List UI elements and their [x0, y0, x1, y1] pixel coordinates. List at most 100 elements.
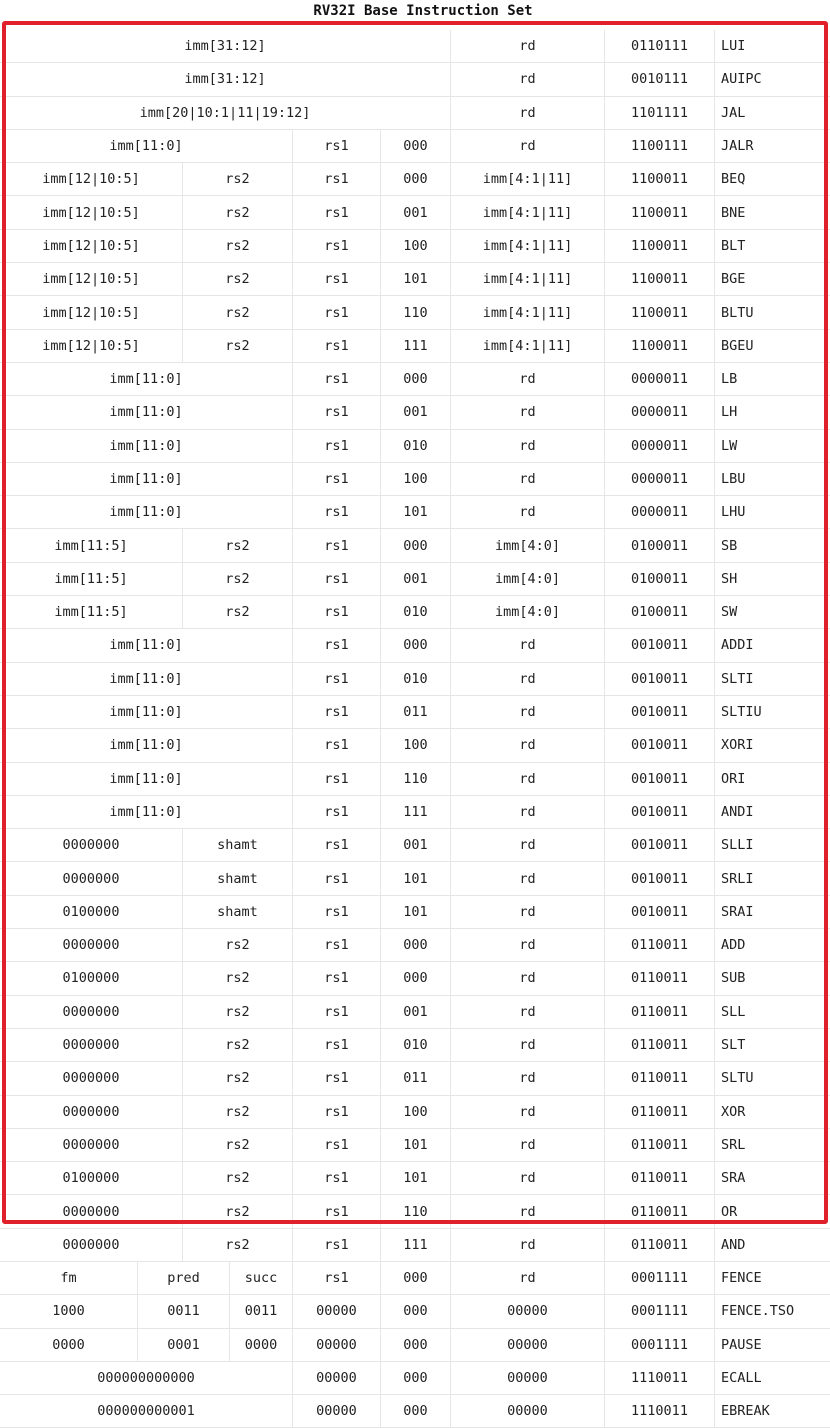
field-cell: 001: [381, 196, 451, 229]
field-cell: 0000000: [0, 1095, 183, 1128]
field-cell: 0010011: [605, 629, 715, 662]
field-cell: 0001111: [605, 1295, 715, 1328]
field-cell: 000: [381, 129, 451, 163]
field-cell: rd: [451, 762, 605, 795]
field-cell: rs1: [293, 1095, 381, 1128]
field-cell: rd: [451, 1261, 605, 1295]
field-cell: rd: [451, 396, 605, 429]
field-cell: rs1: [293, 562, 381, 596]
mnemonic-cell: ADD: [721, 937, 746, 954]
field-cell: rs1: [293, 662, 381, 695]
field-cell: rd: [451, 1028, 605, 1062]
field-cell: 00000: [293, 1361, 381, 1395]
field-cell: imm[4:1|11]: [451, 196, 605, 229]
mnemonic-cell: LBU: [721, 471, 746, 487]
field-cell: imm[4:1|11]: [451, 329, 605, 362]
field-cell: 010: [381, 596, 451, 629]
field-cell: 00000: [451, 1295, 605, 1328]
field-cell: rs1: [293, 429, 381, 462]
field-cell: rs1: [293, 329, 381, 362]
field-cell: rd: [451, 129, 605, 163]
field-cell: imm[4:0]: [451, 596, 605, 629]
mnemonic-cell: BEQ: [721, 171, 746, 188]
field-cell: rs2: [183, 1095, 293, 1128]
table-row: imm[31:12] rd 0010111 AUIPC: [0, 63, 830, 97]
field-cell: 0110011: [605, 929, 715, 962]
field-cell: 0010011: [605, 862, 715, 895]
field-cell: imm[11:0]: [0, 462, 293, 496]
field-cell: 1100011: [605, 263, 715, 296]
field-cell: 100: [381, 462, 451, 496]
field-cell: 1101111: [605, 96, 715, 129]
mnemonic-cell: JAL: [721, 104, 746, 121]
field-cell: imm[11:0]: [0, 629, 293, 662]
field-cell: 111: [381, 795, 451, 829]
table-row: imm[11:5] rs2 rs1 010 imm[4:0] 0100011 SW: [0, 596, 830, 630]
mnemonic-cell: SB: [721, 537, 738, 554]
mnemonic-cell: SUB: [721, 970, 746, 987]
field-cell: 101: [381, 263, 451, 296]
field-cell: imm[11:0]: [0, 496, 293, 529]
field-cell: 0100000: [0, 962, 183, 995]
field-cell: imm[31:12]: [0, 63, 451, 96]
field-cell: rs1: [293, 962, 381, 995]
field-cell: imm[11:0]: [0, 662, 293, 695]
field-cell: 1110011: [605, 1361, 715, 1395]
field-cell: rs2: [183, 995, 293, 1028]
field-cell: rs2: [183, 1062, 293, 1095]
field-cell: imm[4:0]: [451, 529, 605, 562]
mnemonic-cell: OR: [721, 1203, 738, 1220]
mnemonic-cell: FENCE.TSO: [721, 1303, 795, 1320]
table-row: imm[12|10:5] rs2 rs1 001 imm[4:1|11] 1100011 B…: [0, 196, 830, 230]
field-cell: 000: [381, 629, 451, 662]
field-cell: 0110011: [605, 962, 715, 995]
mnemonic-cell: BGE: [721, 271, 746, 288]
field-cell: rs2: [183, 1195, 293, 1228]
field-cell: 110: [381, 296, 451, 329]
mnemonic-cell: BGEU: [721, 337, 754, 354]
field-cell: 0000000: [0, 1062, 183, 1095]
field-cell: rs1: [293, 1261, 381, 1295]
field-cell: rs1: [293, 229, 381, 263]
field-cell: 0000011: [605, 396, 715, 429]
field-cell: rd: [451, 929, 605, 962]
field-cell: 0110011: [605, 1195, 715, 1228]
field-cell: rd: [451, 662, 605, 695]
field-cell: rd: [451, 1095, 605, 1128]
field-cell: 0100011: [605, 596, 715, 629]
field-cell: 0110011: [605, 1162, 715, 1195]
field-cell: rd: [451, 695, 605, 729]
field-cell: shamt: [183, 862, 293, 895]
field-cell: rd: [451, 1162, 605, 1195]
field-cell: 0010011: [605, 895, 715, 929]
field-cell: imm[12|10:5]: [0, 196, 183, 229]
field-cell: rs1: [293, 129, 381, 163]
field-cell: 001: [381, 995, 451, 1028]
field-cell: 110: [381, 762, 451, 795]
field-cell: rs1: [293, 862, 381, 895]
mnemonic-cell: ORI: [721, 770, 746, 787]
field-cell: 0100000: [0, 895, 183, 929]
field-cell: pred: [138, 1261, 230, 1295]
field-cell: 00000: [293, 1395, 381, 1428]
field-cell: rd: [451, 1128, 605, 1162]
field-cell: rs1: [293, 362, 381, 396]
field-cell: 010: [381, 1028, 451, 1062]
field-cell: rs1: [293, 1228, 381, 1261]
field-cell: 0100011: [605, 529, 715, 562]
field-cell: 111: [381, 329, 451, 362]
field-cell: 000: [381, 1295, 451, 1328]
field-cell: 0110011: [605, 995, 715, 1028]
field-cell: rs2: [183, 929, 293, 962]
field-cell: imm[11:0]: [0, 129, 293, 163]
